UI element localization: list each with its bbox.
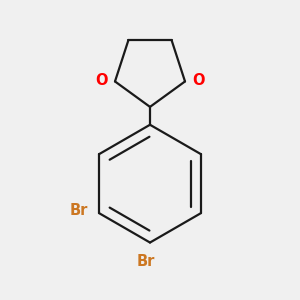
Text: Br: Br: [70, 203, 88, 218]
Text: O: O: [95, 73, 108, 88]
Text: Br: Br: [136, 254, 155, 269]
Text: O: O: [192, 73, 205, 88]
